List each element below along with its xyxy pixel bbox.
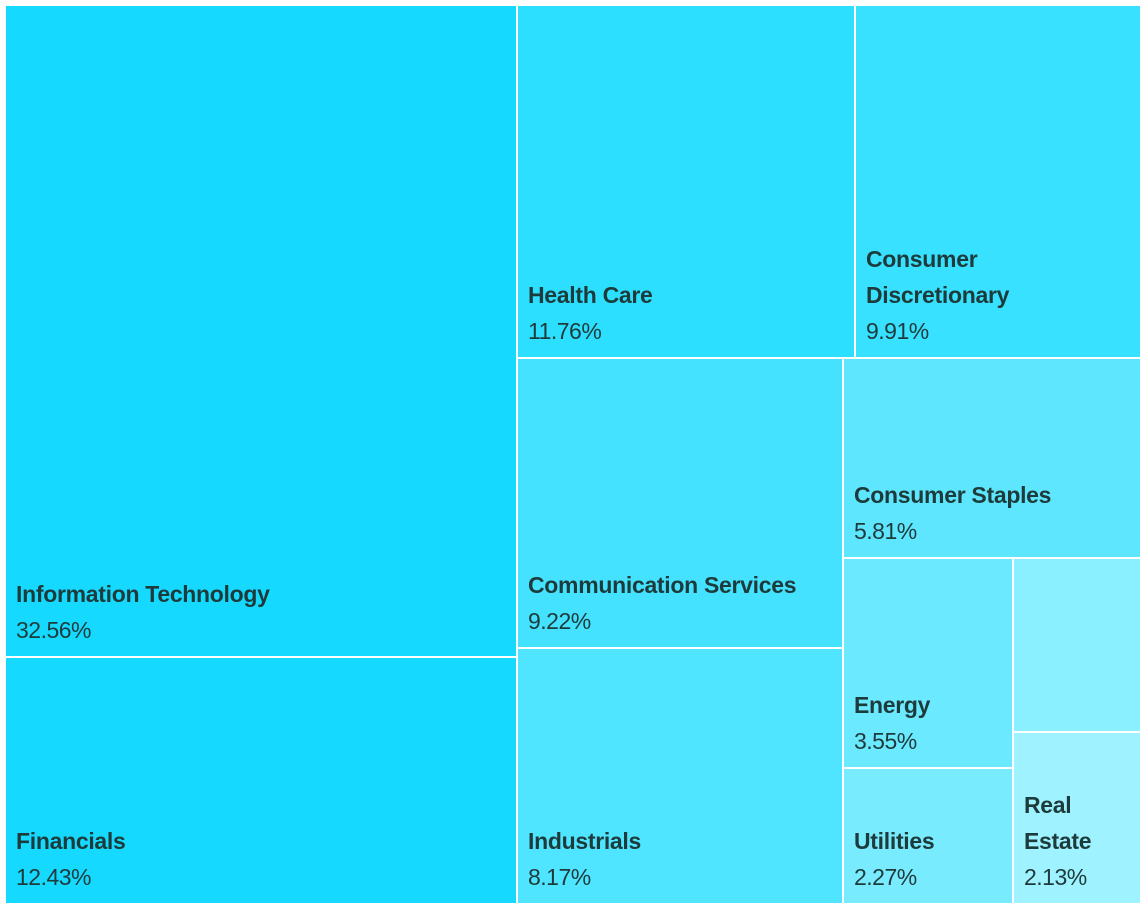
- tile-sector-name: Consumer Staples: [854, 482, 1052, 508]
- tile-label-group: Information Technology 32.56%: [16, 576, 508, 648]
- tile-sector-name: Energy: [854, 692, 931, 718]
- tile-sector-weight: 3.55%: [854, 728, 917, 754]
- tile-label-group: Financials 12.43%: [16, 823, 508, 895]
- tile-sector-name: Discretionary: [866, 282, 1010, 308]
- tile-label-group: Consumer Staples 5.81%: [854, 477, 1132, 549]
- tile-sector-name: Communication Services: [528, 572, 797, 598]
- tile-sector-weight: 8.17%: [528, 864, 591, 890]
- tile-sector-weight: 2.13%: [1024, 864, 1087, 890]
- tile-label-group: Energy 3.55%: [854, 687, 1004, 759]
- treemap-tile-consumer-staples[interactable]: Consumer Staples 5.81%: [844, 359, 1140, 557]
- tile-label-group: Utilities 2.27%: [854, 823, 1004, 895]
- tile-sector-name: Utilities: [854, 828, 935, 854]
- tile-sector-name: Industrials: [528, 828, 642, 854]
- treemap-tile-real-estate[interactable]: Real Estate 2.13%: [1014, 733, 1140, 903]
- tile-sector-name: Estate: [1024, 828, 1092, 854]
- tile-sector-weight: 2.27%: [854, 864, 917, 890]
- tile-sector-name: Information Technology: [16, 581, 270, 607]
- treemap-tile-communication-services[interactable]: Communication Services 9.22%: [518, 359, 842, 647]
- treemap-tile-energy[interactable]: Energy 3.55%: [844, 559, 1012, 767]
- treemap-tile-health-care[interactable]: Health Care 11.76%: [518, 6, 854, 357]
- treemap-tile-industrials[interactable]: Industrials 8.17%: [518, 649, 842, 903]
- tile-sector-name: Consumer: [866, 246, 978, 272]
- tile-sector-weight: 11.76%: [528, 318, 602, 344]
- tile-label-group: Communication Services 9.22%: [528, 567, 834, 639]
- tile-sector-weight: 9.91%: [866, 318, 929, 344]
- tile-sector-weight: 32.56%: [16, 617, 92, 643]
- tile-sector-weight: 9.22%: [528, 608, 591, 634]
- tile-sector-weight: 12.43%: [16, 864, 92, 890]
- treemap-tile-utilities[interactable]: Utilities 2.27%: [844, 769, 1012, 903]
- treemap-tile-financials[interactable]: Financials 12.43%: [6, 658, 516, 903]
- treemap-tile-unlabeled[interactable]: [1014, 559, 1140, 731]
- tile-label-group: Real Estate 2.13%: [1024, 787, 1132, 895]
- treemap-tile-consumer-discretionary[interactable]: Consumer Discretionary 9.91%: [856, 6, 1140, 357]
- tile-label-group: Industrials 8.17%: [528, 823, 834, 895]
- tile-label-group: Health Care 11.76%: [528, 277, 846, 349]
- tile-sector-name: Real: [1024, 792, 1072, 818]
- tile-sector-weight: 5.81%: [854, 518, 917, 544]
- tile-label-group: Consumer Discretionary 9.91%: [866, 241, 1132, 349]
- tile-sector-name: Financials: [16, 828, 126, 854]
- treemap-tile-information-technology[interactable]: Information Technology 32.56%: [6, 6, 516, 656]
- tile-sector-name: Health Care: [528, 282, 653, 308]
